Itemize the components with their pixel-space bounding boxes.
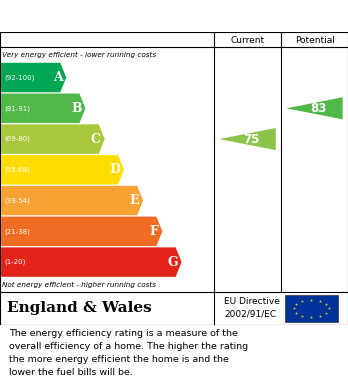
Text: (92-100): (92-100) [5, 74, 35, 81]
Text: The energy efficiency rating is a measure of the
overall efficiency of a home. T: The energy efficiency rating is a measur… [9, 329, 248, 377]
Text: (1-20): (1-20) [5, 259, 26, 265]
Text: (81-91): (81-91) [5, 105, 31, 111]
Polygon shape [286, 97, 343, 119]
Text: 83: 83 [310, 102, 327, 115]
Text: England & Wales: England & Wales [7, 301, 152, 316]
Text: EU Directive
2002/91/EC: EU Directive 2002/91/EC [224, 297, 280, 318]
Text: (55-68): (55-68) [5, 167, 31, 173]
Bar [285, 295, 338, 322]
Text: (69-80): (69-80) [5, 136, 31, 142]
Text: Very energy efficient - lower running costs: Very energy efficient - lower running co… [2, 52, 156, 58]
Text: C: C [91, 133, 101, 145]
Polygon shape [219, 128, 276, 150]
Text: E: E [130, 194, 139, 207]
Text: Energy Efficiency Rating: Energy Efficiency Rating [9, 9, 230, 23]
Polygon shape [1, 124, 105, 154]
Polygon shape [1, 217, 163, 246]
Text: Current: Current [230, 36, 264, 45]
Polygon shape [1, 186, 143, 215]
Text: (21-38): (21-38) [5, 228, 31, 235]
Text: Potential: Potential [295, 36, 334, 45]
Polygon shape [1, 248, 182, 277]
Polygon shape [1, 93, 86, 123]
Text: 75: 75 [243, 133, 260, 145]
Text: Not energy efficient - higher running costs: Not energy efficient - higher running co… [2, 282, 156, 288]
Text: D: D [109, 163, 120, 176]
Text: G: G [167, 256, 178, 269]
Text: A: A [53, 71, 62, 84]
Text: F: F [150, 225, 159, 238]
Text: (39-54): (39-54) [5, 197, 31, 204]
Polygon shape [1, 155, 124, 185]
Text: B: B [71, 102, 82, 115]
Polygon shape [1, 63, 66, 92]
